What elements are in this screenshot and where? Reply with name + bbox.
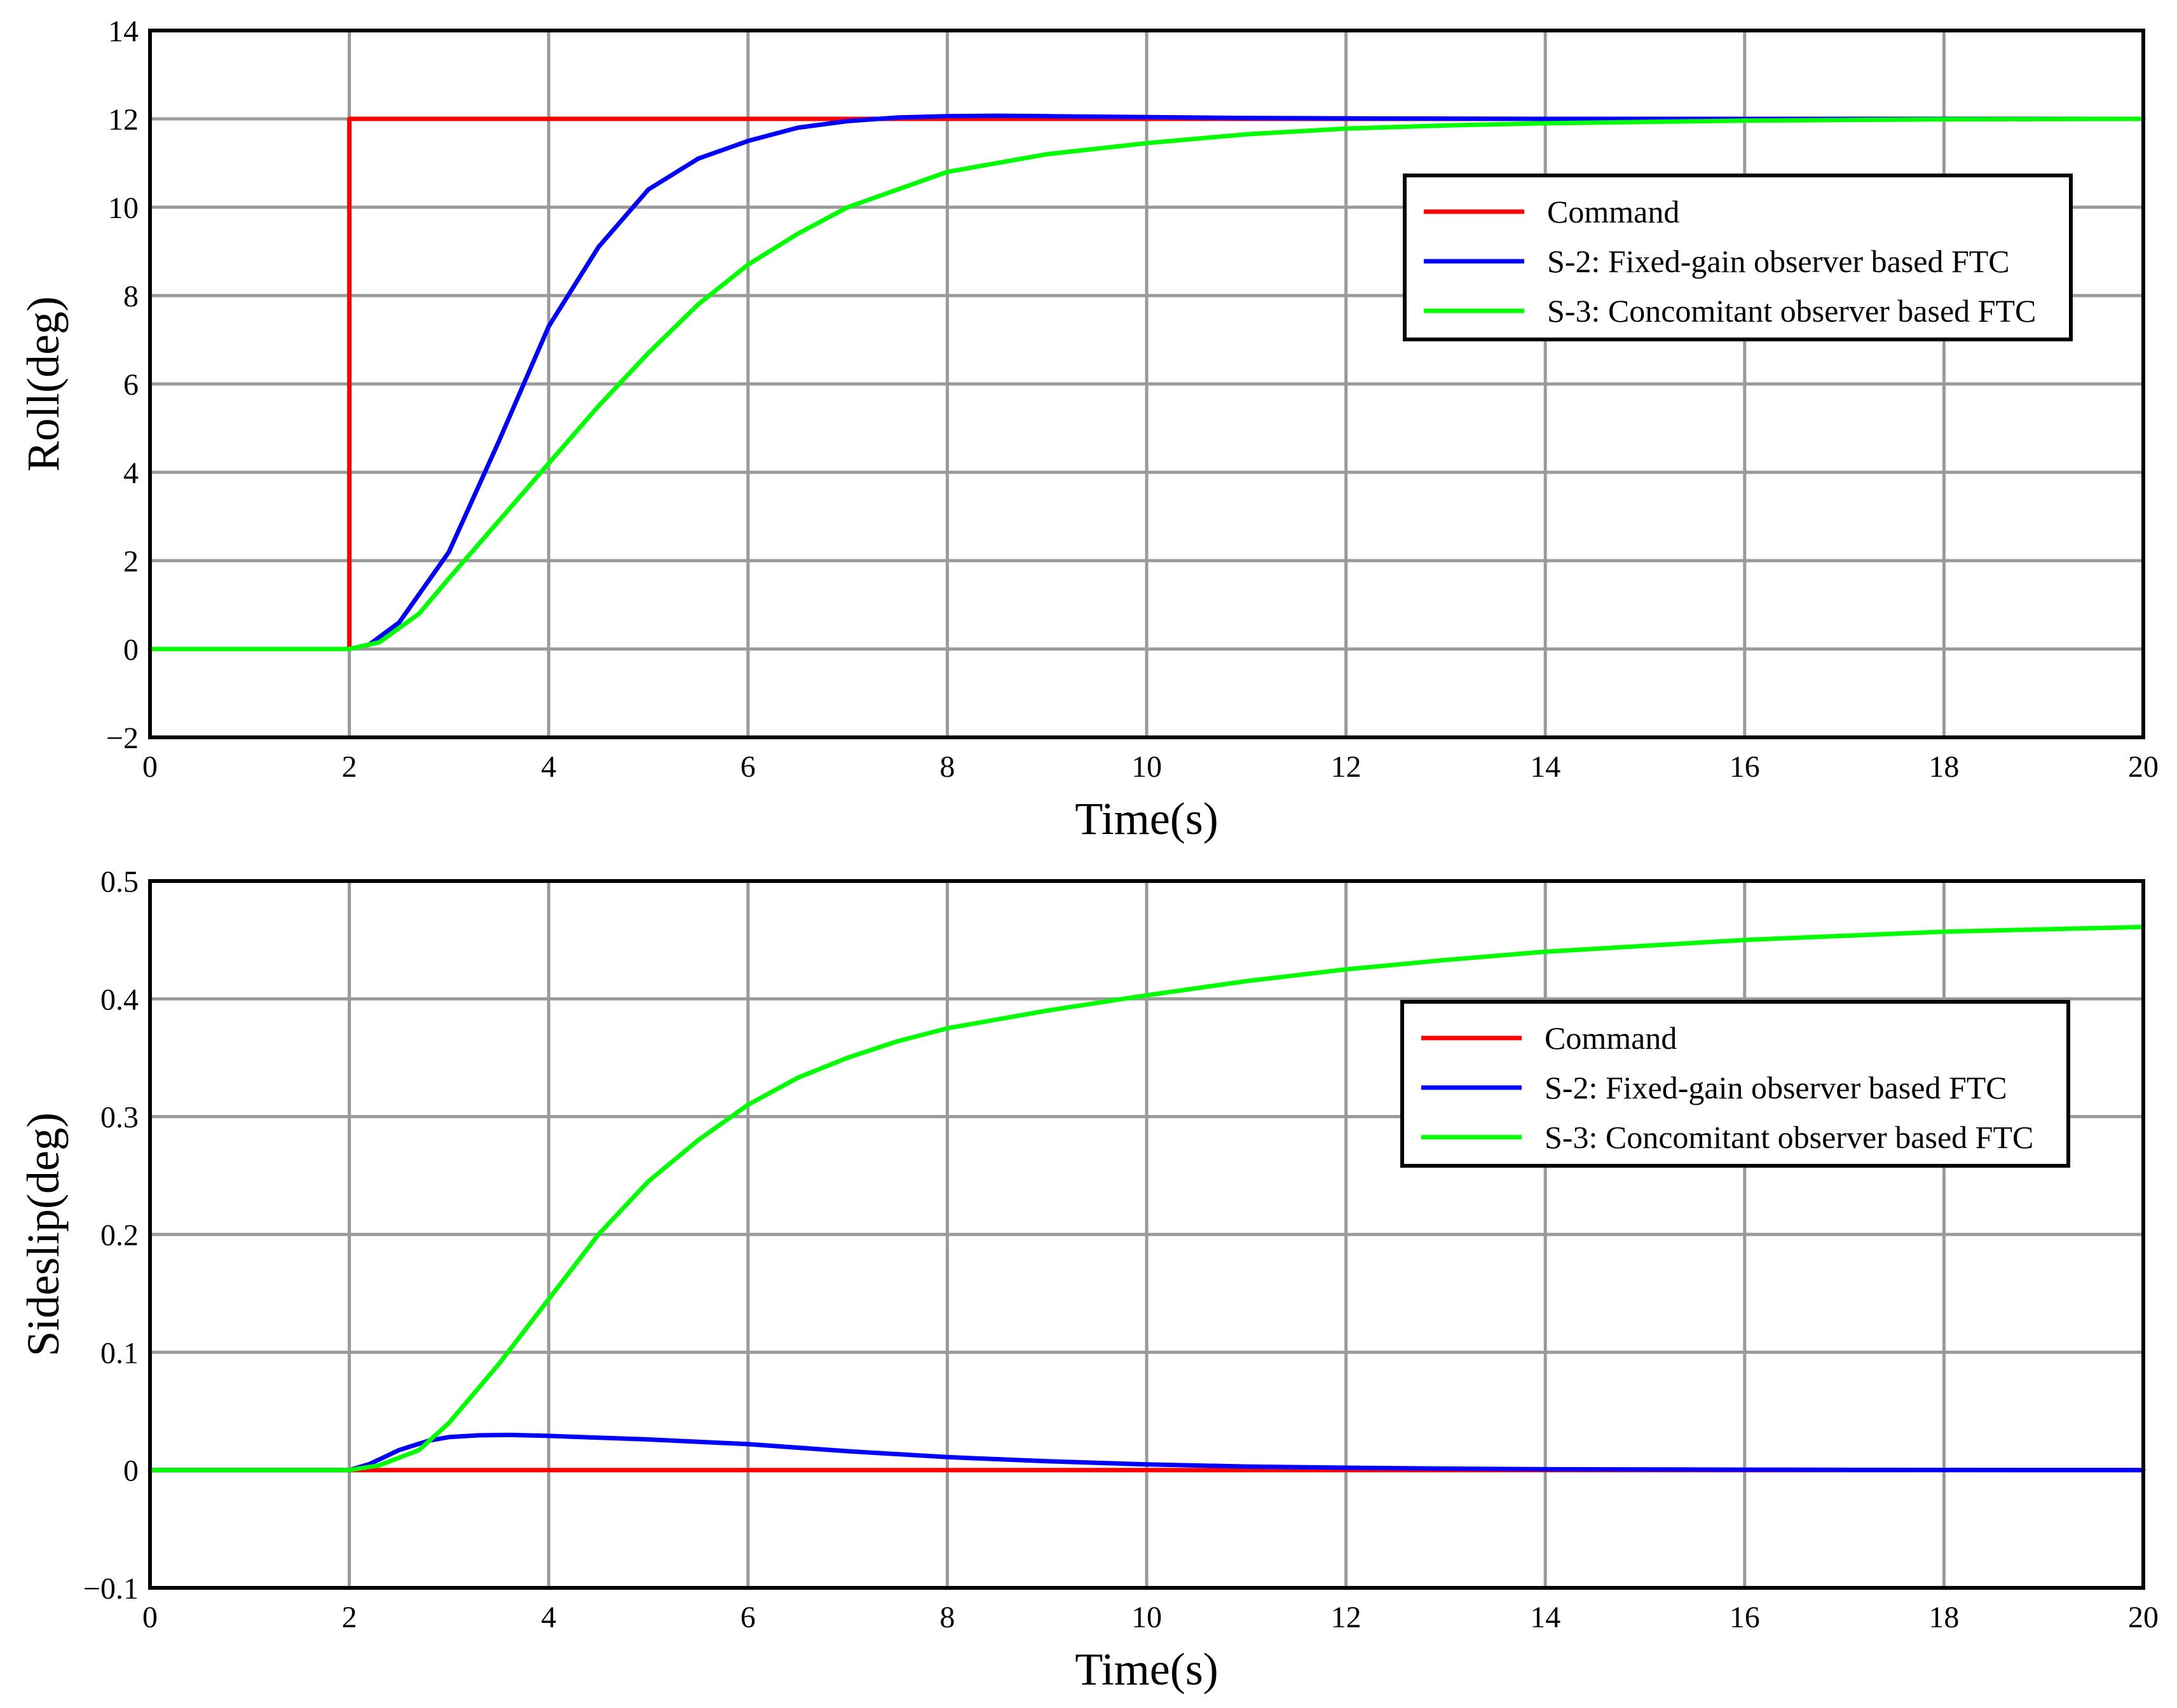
sideslip-x-tick-label: 10 (1131, 1601, 1162, 1634)
roll-legend-label-command: Command (1547, 194, 1679, 229)
sideslip-legend-label-s3: S-3: Concomitant observer based FTC (1545, 1119, 2033, 1155)
roll-series-layer (147, 113, 2146, 652)
roll-x-tick-label: 2 (342, 750, 357, 784)
roll-y-axis-label: Roll(deg) (18, 296, 69, 472)
sideslip-y-tick-label: −0.1 (83, 1572, 139, 1606)
sideslip-y-tick-label: 0.3 (100, 1101, 139, 1135)
sideslip-y-tick-label: 0.2 (100, 1219, 139, 1252)
roll-x-tick-label: 6 (740, 750, 756, 784)
roll-x-tick-label: 14 (1530, 750, 1560, 784)
roll-y-tick-label: −2 (106, 721, 139, 755)
roll-x-tick-label: 16 (1730, 750, 1760, 784)
sideslip-y-axis-label: Sideslip(deg) (18, 1112, 69, 1356)
sideslip-x-tick-label: 18 (1928, 1601, 1959, 1634)
roll-series-s3 (147, 116, 2146, 652)
roll-x-ticks: 0 2 4 6 8 10 12 14 16 18 20 (142, 750, 2159, 784)
roll-y-tick-label: 4 (123, 456, 139, 490)
roll-y-tick-label: 6 (123, 368, 139, 402)
roll-series-s2 (147, 113, 2146, 652)
sideslip-series-s2 (147, 1432, 2146, 1473)
sideslip-x-ticks: 0 2 4 6 8 10 12 14 16 18 20 (142, 1601, 2159, 1634)
sideslip-y-tick-label: 0.4 (100, 983, 139, 1016)
roll-y-tick-label: 10 (108, 191, 139, 225)
roll-x-tick-label: 4 (541, 750, 556, 784)
sideslip-x-tick-label: 4 (541, 1601, 556, 1634)
sideslip-x-tick-label: 8 (939, 1601, 955, 1634)
sideslip-y-ticks: −0.1 0 0.1 0.2 0.3 0.4 0.5 (83, 865, 139, 1606)
sideslip-legend-label-s2: S-2: Fixed-gain observer based FTC (1545, 1070, 2007, 1105)
roll-x-tick-label: 10 (1131, 750, 1162, 784)
roll-y-tick-label: 12 (108, 103, 139, 137)
roll-x-tick-label: 8 (939, 750, 955, 784)
sideslip-series-layer (147, 924, 2146, 1473)
roll-plot-frame (148, 29, 2145, 739)
roll-legend-label-s2: S-2: Fixed-gain observer based FTC (1547, 243, 2010, 279)
sideslip-x-tick-label: 16 (1730, 1601, 1760, 1634)
sideslip-chart: 0 2 4 6 8 10 12 14 16 18 20 −0.100.10.20.30.40.5 T… (18, 865, 2159, 1695)
sideslip-x-tick-label: 2 (342, 1601, 357, 1634)
roll-y-tick-label: 14 (108, 15, 139, 48)
sideslip-x-tick-label: 12 (1331, 1601, 1361, 1634)
sideslip-plot-frame (148, 879, 2145, 1590)
sideslip-x-tick-label: 0 (142, 1601, 158, 1634)
sideslip-x-tick-label: 6 (740, 1601, 756, 1634)
sideslip-legend-label-command: Command (1545, 1020, 1677, 1056)
roll-legend: Command S-2: Fixed-gain observer based F… (1403, 174, 2073, 341)
roll-x-tick-label: 20 (2128, 750, 2159, 784)
sideslip-series-s3 (147, 924, 2146, 1473)
sideslip-x-tick-label: 20 (2128, 1601, 2159, 1634)
roll-x-tick-label: 12 (1331, 750, 1361, 784)
roll-x-tick-label: 18 (1928, 750, 1959, 784)
sideslip-y-tick-label: 0.5 (100, 865, 139, 899)
roll-x-axis-label: Time(s) (1075, 793, 1218, 844)
roll-legend-label-s3: S-3: Concomitant observer based FTC (1547, 293, 2036, 329)
roll-y-tick-label: 8 (123, 280, 139, 313)
sideslip-y-tick-label: 0 (123, 1454, 139, 1488)
sideslip-x-axis-label: Time(s) (1075, 1644, 1218, 1695)
roll-y-ticks: −2 0 2 4 6 8 10 12 14 (106, 15, 139, 755)
sideslip-legend: Command S-2: Fixed-gain observer based F… (1400, 1000, 2070, 1168)
roll-grid (150, 31, 2143, 737)
sideslip-grid (150, 881, 2143, 1588)
sideslip-y-tick-label: 0.1 (100, 1336, 139, 1370)
roll-x-tick-label: 0 (142, 750, 158, 784)
roll-y-tick-label: 2 (123, 545, 139, 578)
sideslip-x-tick-label: 14 (1530, 1601, 1560, 1634)
roll-y-tick-label: 0 (123, 633, 139, 667)
